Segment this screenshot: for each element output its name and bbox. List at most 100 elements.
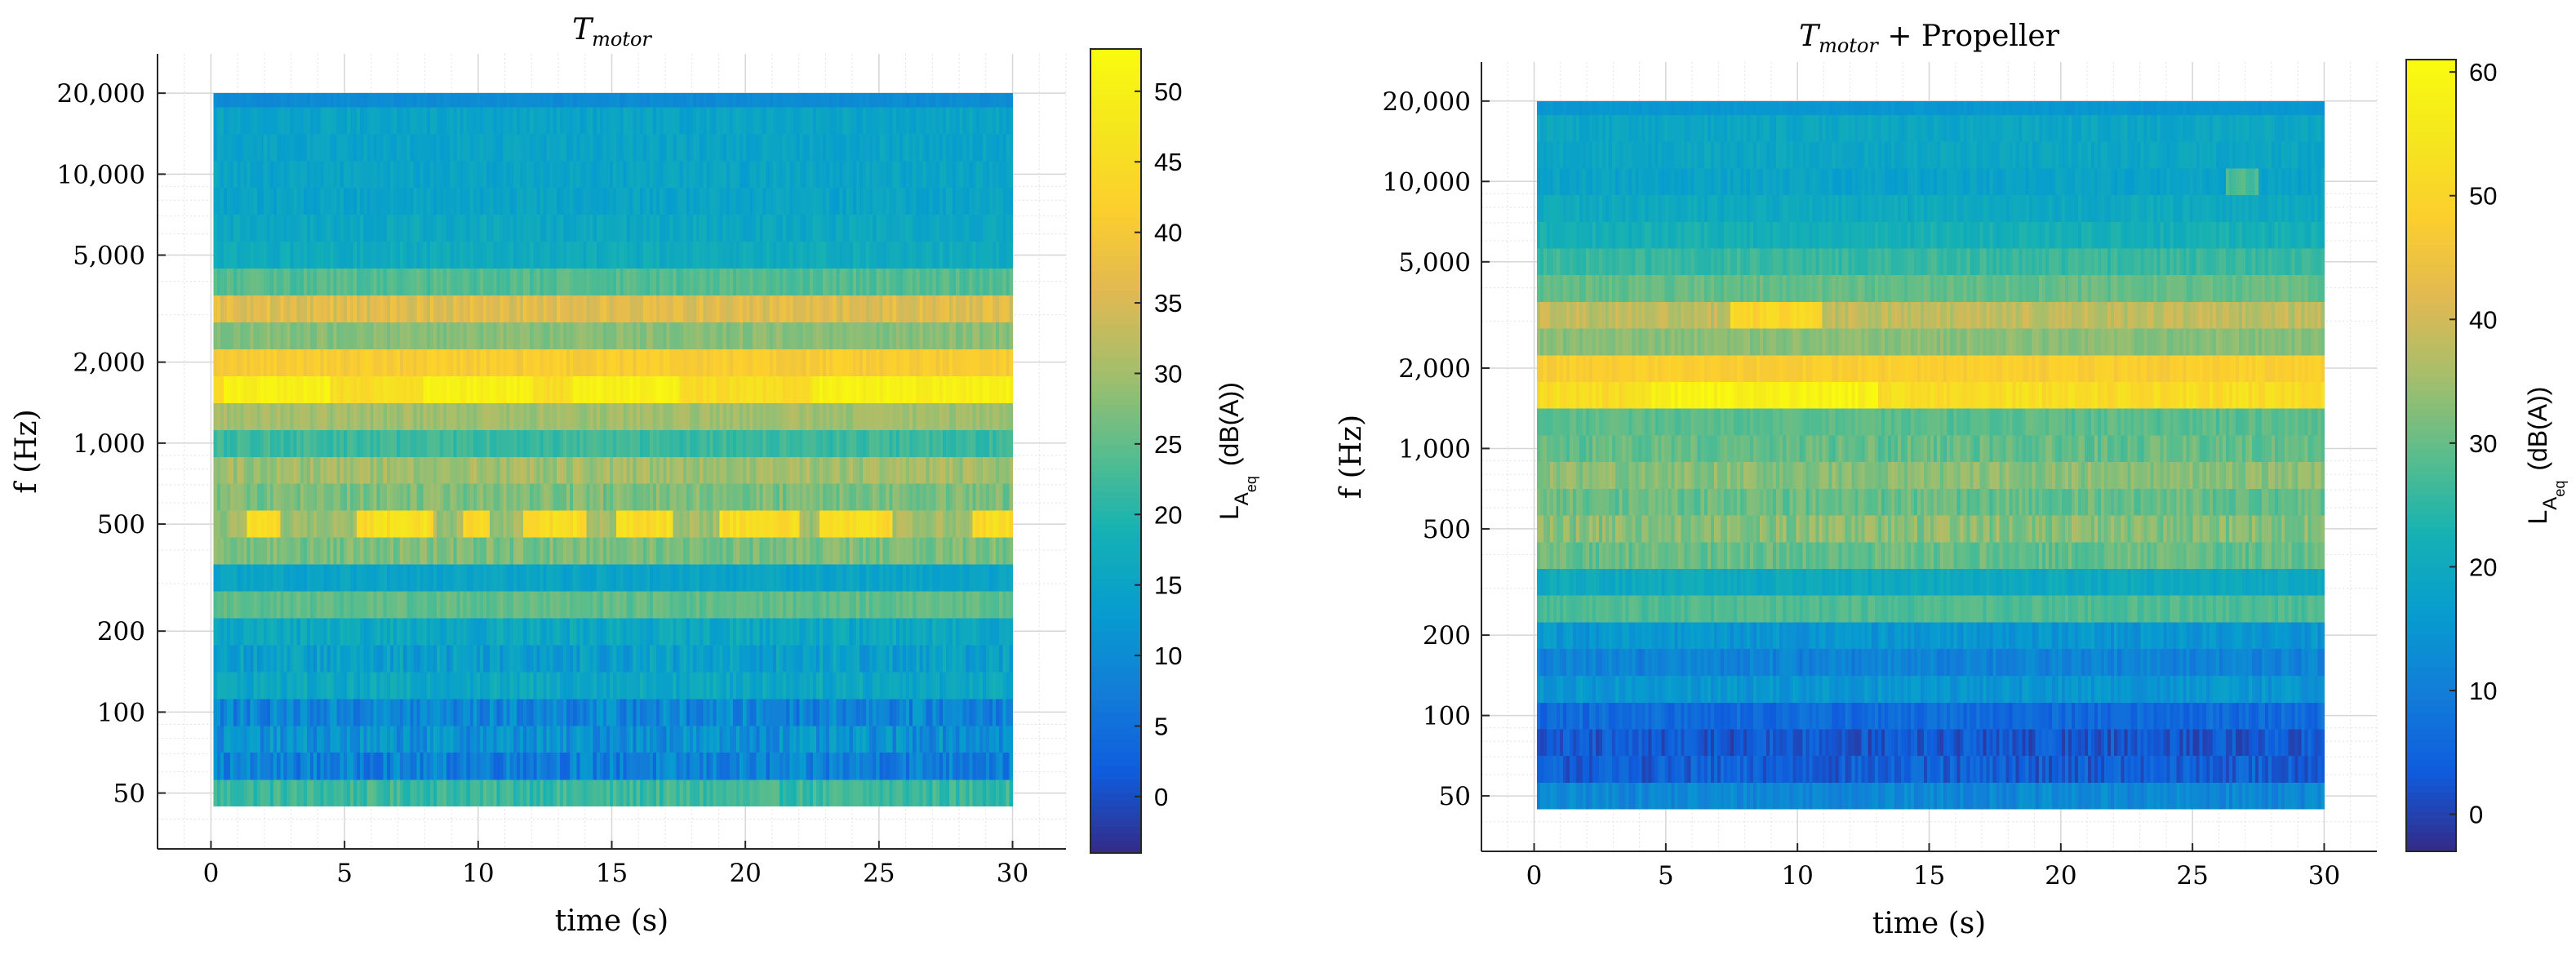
heatmap-cell (859, 402, 864, 430)
heatmap-cell (583, 779, 588, 807)
heatmap-cell (306, 617, 311, 646)
heatmap-cell (786, 456, 790, 484)
heatmap-cell (216, 510, 221, 538)
heatmap-cell (493, 672, 497, 700)
heatmap-cell (496, 779, 501, 807)
heatmap-cell (540, 375, 544, 403)
heatmap-cell (1006, 699, 1010, 726)
heatmap-cell (360, 725, 364, 753)
heatmap-cell (450, 779, 454, 807)
heatmap-cell (280, 644, 284, 673)
heatmap-cell (273, 510, 278, 538)
heatmap-cell (993, 617, 997, 646)
heatmap-cell (423, 375, 428, 403)
heatmap-cell (263, 375, 268, 403)
heatmap-cell (549, 779, 554, 807)
heatmap-cell (639, 564, 644, 592)
heatmap-cell (942, 725, 947, 753)
heatmap-cell (286, 375, 291, 403)
heatmap-cell (340, 322, 344, 349)
heatmap-cell (882, 564, 887, 592)
heatmap-cell (493, 456, 497, 484)
heatmap-cell (966, 672, 970, 700)
heatmap-cell (620, 402, 624, 430)
heatmap-cell (313, 672, 318, 700)
heatmap-cell (233, 699, 238, 726)
heatmap-cell (926, 268, 930, 296)
heatmap-cell (366, 456, 371, 484)
heatmap-cell (306, 752, 311, 780)
heatmap-cell (806, 564, 811, 592)
heatmap-cell (899, 752, 904, 780)
heatmap-cell (846, 456, 851, 484)
heatmap-cell (397, 510, 401, 538)
heatmap-cell (440, 349, 444, 376)
heatmap-cell (490, 591, 494, 619)
heatmap-cell (246, 779, 251, 807)
heatmap-cell (889, 672, 894, 700)
heatmap-cell (836, 752, 841, 780)
heatmap-cell (469, 591, 474, 619)
heatmap-cell (493, 779, 497, 807)
heatmap-cell (246, 295, 251, 323)
heatmap-cell (653, 672, 657, 700)
heatmap-cell (762, 483, 767, 511)
heatmap-cell (343, 564, 348, 592)
heatmap-cell (949, 617, 953, 646)
heatmap-cell (456, 241, 461, 269)
heatmap-cell (260, 537, 264, 565)
heatmap-cell (700, 349, 704, 376)
heatmap-cell (759, 564, 764, 592)
heatmap-cell (483, 644, 487, 673)
heatmap-cell (586, 241, 591, 269)
heatmap-cell (593, 322, 597, 349)
heatmap-cell (333, 779, 338, 807)
heatmap-cell (589, 483, 594, 511)
heatmap-cell (1006, 375, 1010, 403)
heatmap-cell (849, 483, 854, 511)
heatmap-cell (909, 322, 913, 349)
heatmap-cell (223, 699, 228, 726)
heatmap-cell (310, 752, 314, 780)
heatmap-cell (726, 456, 731, 484)
heatmap-cell (346, 429, 351, 457)
heatmap-cell (343, 537, 348, 565)
heatmap-cell (380, 483, 384, 511)
heatmap-cell (380, 725, 384, 753)
heatmap-cell (789, 375, 793, 403)
heatmap-cell (546, 429, 551, 457)
heatmap-cell (650, 510, 654, 538)
heatmap-cell (620, 456, 624, 484)
heatmap-cell (1002, 510, 1006, 538)
heatmap-cell (446, 537, 451, 565)
heatmap-cell (509, 241, 514, 269)
heatmap-cell (323, 591, 328, 619)
heatmap-cell (243, 241, 248, 269)
heatmap-cell (660, 295, 664, 323)
heatmap-cell (473, 617, 477, 646)
heatmap-cell (363, 241, 367, 269)
heatmap-cell (317, 591, 321, 619)
heatmap-cell (849, 429, 854, 457)
heatmap-cell (343, 268, 348, 296)
heatmap-cell (736, 672, 740, 700)
heatmap-cell (866, 725, 870, 753)
heatmap-cell (233, 779, 238, 807)
heatmap-cell (706, 591, 711, 619)
heatmap-cell (530, 699, 534, 726)
heatmap-cell (543, 402, 548, 430)
heatmap-cell (589, 779, 594, 807)
heatmap-cell (440, 510, 444, 538)
heatmap-cell (503, 322, 508, 349)
heatmap-cell (929, 617, 934, 646)
heatmap-cell (389, 402, 394, 430)
heatmap-cell (593, 349, 597, 376)
heatmap-cell (573, 672, 577, 700)
heatmap-cell (969, 429, 974, 457)
heatmap-cell (397, 349, 401, 376)
heatmap-cell (769, 537, 774, 565)
heatmap-cell (326, 672, 331, 700)
heatmap-cell (370, 644, 375, 673)
heatmap-cell (839, 429, 844, 457)
heatmap-cell (260, 617, 264, 646)
